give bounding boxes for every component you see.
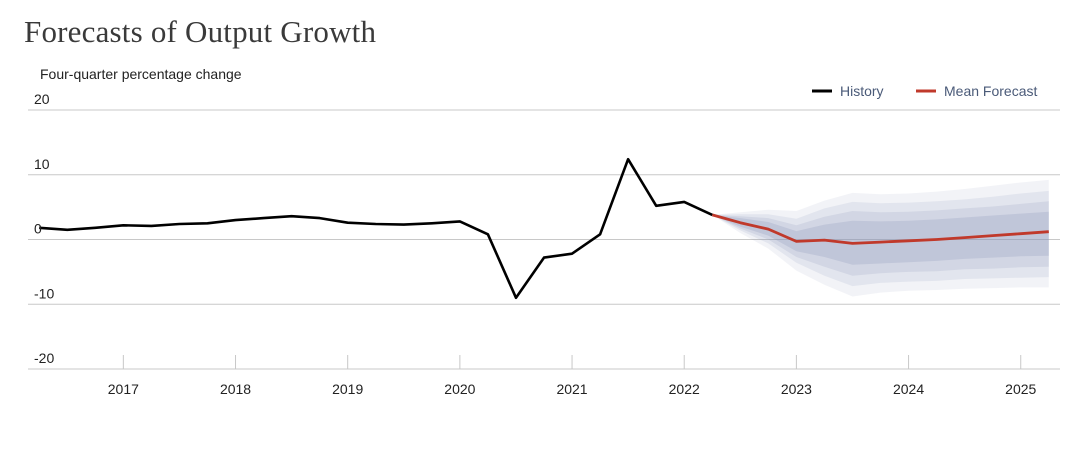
legend: History Mean Forecast [812, 83, 1037, 99]
x-tick-label: 2021 [556, 381, 587, 397]
series-lines [39, 157, 1049, 300]
x-tick-label: 2020 [444, 381, 475, 397]
fan-band-2 [712, 190, 1049, 287]
y-tick-label: -10 [34, 285, 54, 301]
x-tick-label: 2023 [781, 381, 812, 397]
chart-title: Forecasts of Output Growth [24, 14, 377, 49]
x-tick-label: 2024 [893, 381, 924, 397]
y-axis: 20 10 0 -10 -20 [34, 91, 54, 366]
y-tick-label: 10 [34, 156, 50, 172]
fan-band-4 [712, 211, 1049, 265]
legend-history-label[interactable]: History [840, 83, 884, 99]
fan-band-1 [712, 179, 1049, 297]
y-tick-label: 20 [34, 91, 50, 107]
y-tick-label: 0 [34, 221, 42, 237]
y-tick-label: -20 [34, 350, 54, 366]
x-tick-label: 2017 [108, 381, 139, 397]
mean-forecast-line[interactable] [711, 213, 1049, 245]
fan-band-3 [712, 201, 1049, 276]
forecast-fan [712, 179, 1049, 297]
x-axis: 2017 2018 2019 2020 2021 2022 2023 2024 2025 [108, 355, 1037, 397]
y-axis-label: Four-quarter percentage change [40, 66, 242, 82]
grid-lines [28, 109, 1060, 370]
history-line[interactable] [39, 157, 713, 300]
x-tick-label: 2019 [332, 381, 363, 397]
legend-forecast-label[interactable]: Mean Forecast [944, 83, 1037, 99]
x-tick-label: 2018 [220, 381, 251, 397]
x-tick-label: 2022 [669, 381, 700, 397]
x-tick-label: 2025 [1005, 381, 1036, 397]
